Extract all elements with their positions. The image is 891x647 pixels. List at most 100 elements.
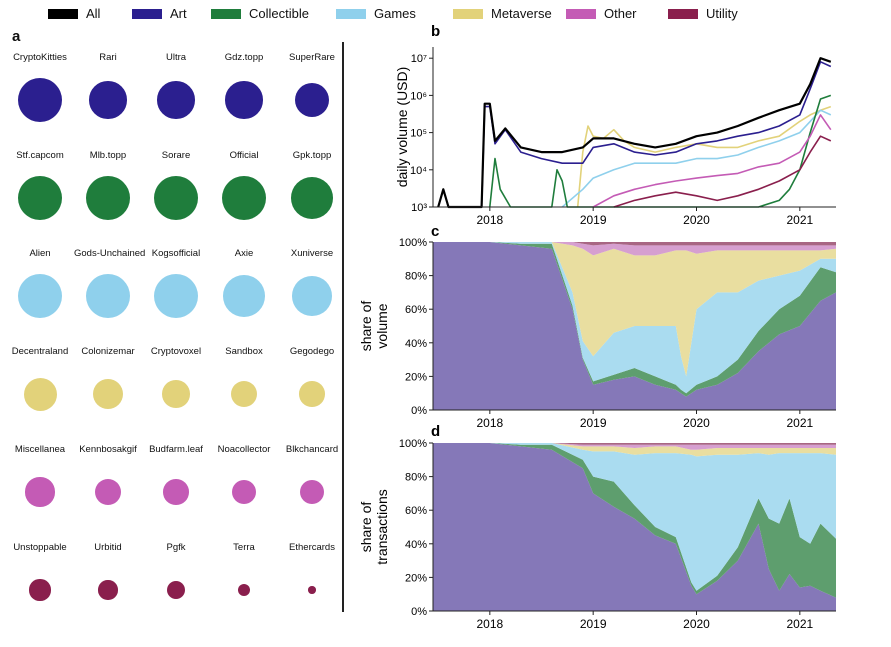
area-art [433, 443, 836, 611]
legend-swatch [48, 8, 78, 19]
area-utility [433, 443, 836, 445]
x-tick-label: 2018 [476, 617, 503, 631]
panel-label-d: d [431, 423, 440, 440]
project-label: Rari [99, 52, 117, 63]
area-games [433, 443, 836, 591]
y-tick-label: 40% [405, 338, 427, 350]
y-tick-label: 10⁴ [410, 165, 427, 177]
project-circle [25, 477, 55, 507]
project-circle [93, 379, 123, 409]
legend-label: Collectible [249, 6, 309, 21]
chart-panel-c: c 0% 20% 40% 60% 80% 100% share of volume 2018 201… [358, 223, 836, 430]
legend-label: Utility [706, 6, 738, 21]
project-circle [292, 276, 332, 316]
y-tick-label: 10⁶ [410, 90, 427, 102]
x-tick-label: 2018 [476, 416, 503, 430]
area-collectible [433, 443, 836, 598]
area-metaverse [433, 242, 836, 377]
x-tick-label: 2020 [683, 213, 710, 227]
y-tick-label: 10⁵ [410, 128, 427, 140]
series-line-other [592, 114, 832, 208]
project-circle [230, 380, 258, 408]
project-circle [86, 274, 130, 318]
project-circle [29, 579, 51, 601]
project-label: Colonizemar [81, 346, 135, 357]
y-tick-label: 0% [411, 405, 427, 417]
legend-item-all: All [48, 6, 100, 21]
legend: All Art Collectible Games Metaverse Other Util… [0, 0, 891, 28]
project-label: Xuniverse [290, 248, 334, 259]
project-label: Terra [233, 542, 255, 553]
y-tick-label: 20% [405, 371, 427, 383]
project-label: Urbitid [94, 542, 122, 553]
project-label: Pgfk [166, 542, 186, 553]
legend-label: Other [604, 6, 637, 21]
legend-swatch [453, 8, 483, 19]
y-tick-label: 0% [411, 606, 427, 618]
project-label: Unstoppable [13, 542, 67, 553]
x-tick-label: 2019 [580, 213, 607, 227]
project-label: Blkchancard [285, 444, 339, 455]
y-axis-label: transactions [374, 489, 390, 564]
y-tick-label: 40% [405, 539, 427, 551]
project-circle [18, 78, 62, 122]
project-circle [299, 381, 325, 407]
legend-swatch [668, 8, 698, 19]
project-circle [18, 176, 62, 220]
area-other [433, 242, 836, 256]
legend-item-utility: Utility [668, 6, 738, 21]
project-label: Decentraland [11, 346, 69, 357]
panel-label-a: a [12, 28, 21, 45]
y-tick-label: 100% [399, 237, 427, 249]
project-label: Gpk.topp [292, 150, 332, 161]
legend-swatch [132, 8, 162, 19]
x-tick-label: 2020 [683, 416, 710, 430]
area-metaverse [433, 443, 836, 457]
project-circle [154, 176, 198, 220]
project-circle [308, 586, 316, 594]
project-label: Gegodego [289, 346, 335, 357]
legend-label: Art [170, 6, 187, 21]
project-circle [157, 81, 195, 119]
x-tick-label: 2020 [683, 617, 710, 631]
panel-label-b: b [431, 23, 440, 40]
project-circle [231, 479, 257, 505]
legend-item-other: Other [566, 6, 637, 21]
y-tick-label: 80% [405, 472, 427, 484]
y-tick-label: 20% [405, 572, 427, 584]
area-art [433, 242, 836, 410]
series-line-utility [613, 135, 832, 208]
project-label: Sorare [161, 150, 191, 161]
project-label: SuperRare [289, 52, 335, 63]
project-circle [291, 177, 333, 219]
project-label: Alien [29, 248, 51, 259]
project-label: Ultra [165, 52, 187, 63]
y-tick-label: 80% [405, 271, 427, 283]
y-tick-label: 60% [405, 505, 427, 517]
y-tick-label: 10⁷ [411, 53, 427, 65]
project-label: Axie [234, 248, 254, 259]
legend-label: All [86, 6, 101, 21]
area-utility [433, 242, 836, 246]
project-label: Kogsofficial [151, 248, 201, 259]
project-circle [154, 274, 198, 318]
x-tick-label: 2019 [580, 617, 607, 631]
panel-divider [342, 42, 344, 612]
project-circle [163, 479, 189, 505]
project-circle [162, 380, 190, 408]
x-tick-label: 2021 [786, 213, 813, 227]
x-tick-label: 2021 [786, 617, 813, 631]
y-axis-label: share of [358, 301, 374, 352]
project-circle [225, 81, 263, 119]
project-label: Budfarm.leaf [149, 444, 203, 455]
series-line-art [437, 61, 832, 208]
y-axis-label: daily volume (USD) [394, 67, 410, 188]
x-tick-label: 2021 [786, 416, 813, 430]
project-circle [98, 580, 118, 600]
y-axis-label: volume [374, 303, 390, 348]
x-tick-label: 2018 [476, 213, 503, 227]
project-label: Ethercards [289, 542, 335, 553]
project-circle [94, 478, 122, 506]
project-circle [23, 377, 57, 411]
